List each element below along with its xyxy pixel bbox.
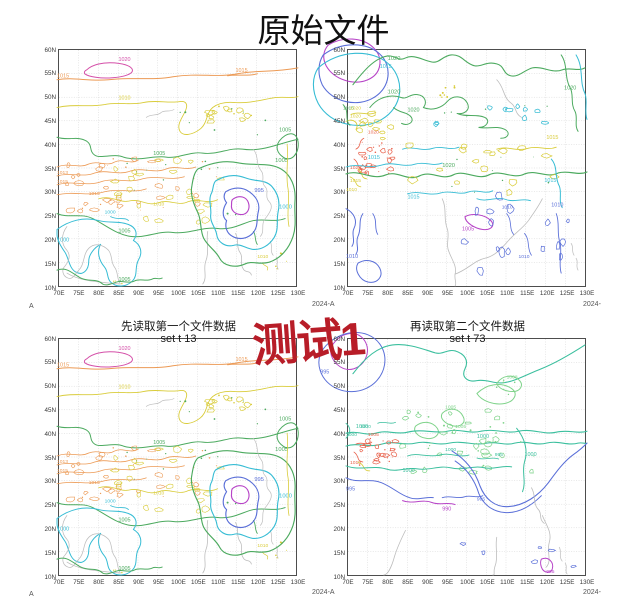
svg-text:990: 990	[442, 507, 451, 513]
svg-text:1000: 1000	[346, 432, 357, 438]
svg-text:1000: 1000	[105, 210, 116, 216]
svg-text:1005: 1005	[118, 517, 130, 523]
svg-text:1000: 1000	[360, 424, 371, 430]
svg-text:1010: 1010	[346, 254, 358, 260]
svg-text:1010: 1010	[153, 202, 164, 208]
svg-text:1005: 1005	[118, 228, 130, 234]
svg-text:1000: 1000	[525, 452, 537, 458]
svg-text:1008: 1008	[507, 375, 518, 381]
svg-text:1020: 1020	[564, 86, 576, 92]
svg-text:1010: 1010	[519, 254, 530, 260]
svg-text:1005: 1005	[153, 440, 165, 446]
svg-text:1010: 1010	[502, 205, 513, 211]
svg-text:1010: 1010	[153, 491, 164, 497]
svg-text:1020: 1020	[350, 105, 361, 111]
svg-text:1005: 1005	[279, 416, 291, 422]
svg-text:1005: 1005	[279, 127, 291, 133]
svg-text:1015: 1015	[57, 74, 69, 80]
svg-text:1000: 1000	[105, 499, 116, 505]
svg-text:1015: 1015	[57, 468, 68, 474]
svg-text:1015: 1015	[89, 191, 100, 197]
svg-text:1015: 1015	[407, 195, 419, 201]
svg-text:1015: 1015	[546, 135, 558, 141]
svg-text:1020: 1020	[388, 56, 401, 62]
svg-text:1015: 1015	[57, 179, 68, 185]
svg-text:1010: 1010	[551, 203, 563, 209]
svg-text:1015: 1015	[236, 68, 248, 74]
svg-text:1005: 1005	[445, 404, 456, 410]
svg-text:1010: 1010	[346, 187, 357, 193]
svg-text:1005: 1005	[462, 226, 474, 232]
svg-text:1020: 1020	[368, 129, 379, 135]
svg-text:995: 995	[254, 188, 264, 194]
svg-text:1020: 1020	[118, 346, 130, 352]
svg-text:1015: 1015	[236, 357, 248, 363]
svg-text:995: 995	[495, 452, 503, 458]
svg-text:1005: 1005	[153, 151, 165, 157]
svg-text:1013: 1013	[57, 170, 68, 176]
svg-text:1010: 1010	[118, 385, 130, 391]
svg-text:1020: 1020	[118, 57, 130, 63]
svg-text:1020: 1020	[388, 90, 401, 96]
svg-text:1010: 1010	[257, 254, 268, 260]
svg-text:1005: 1005	[368, 432, 379, 438]
svg-text:1015: 1015	[544, 178, 556, 184]
svg-text:1013: 1013	[57, 459, 68, 465]
svg-text:1015: 1015	[57, 363, 69, 369]
svg-text:1015: 1015	[89, 480, 100, 486]
svg-text:1005: 1005	[118, 277, 130, 283]
svg-text:1010: 1010	[257, 543, 268, 549]
svg-text:995: 995	[546, 569, 554, 575]
svg-text:1020: 1020	[442, 163, 455, 169]
svg-text:995: 995	[346, 487, 355, 493]
svg-text:1005: 1005	[275, 158, 288, 164]
svg-text:1015: 1015	[368, 155, 380, 161]
svg-text:1005: 1005	[455, 424, 466, 430]
svg-text:995: 995	[254, 477, 264, 483]
svg-text:1005: 1005	[118, 566, 130, 572]
svg-text:1000: 1000	[403, 468, 415, 474]
svg-text:1010: 1010	[118, 96, 130, 102]
svg-text:1000: 1000	[279, 205, 292, 211]
svg-text:1005: 1005	[275, 447, 288, 453]
svg-text:1015: 1015	[380, 64, 392, 70]
svg-text:1020: 1020	[407, 107, 419, 113]
svg-text:1000: 1000	[279, 494, 292, 500]
